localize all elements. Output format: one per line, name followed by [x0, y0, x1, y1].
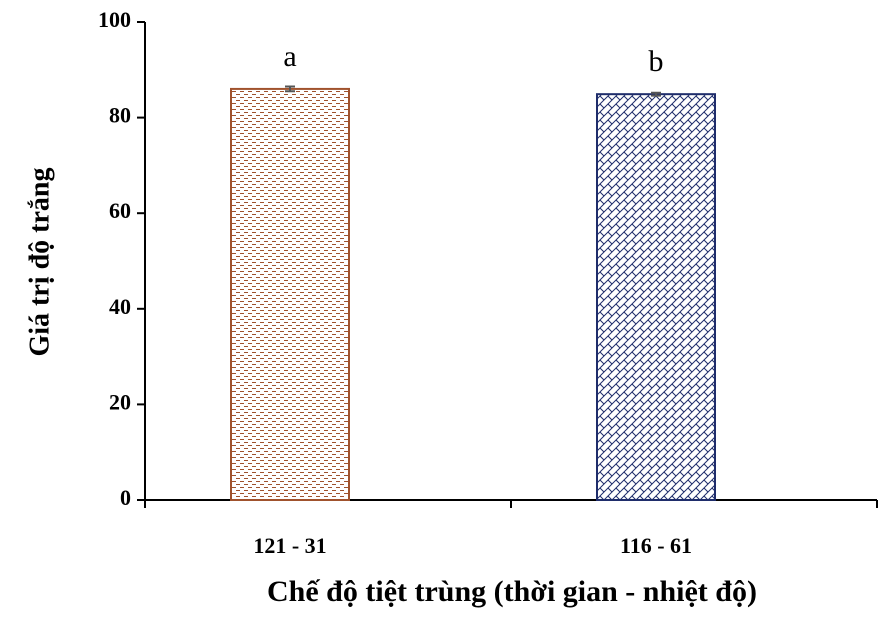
y-tick-label: 0: [120, 485, 131, 510]
y-tick-label: 40: [109, 294, 131, 319]
x-axis-title: Chế độ tiệt trùng (thời gian - nhiệt độ): [267, 575, 757, 608]
y-tick-label: 100: [98, 7, 131, 32]
significance-letter: b: [649, 45, 664, 78]
y-axis-title: Giá trị độ trắng: [24, 168, 55, 357]
error-bar: [285, 85, 295, 93]
bar: [230, 87, 350, 501]
y-tick-label: 20: [109, 389, 131, 414]
x-tick-label: 116 - 61: [620, 533, 692, 558]
y-tick-label: 80: [109, 103, 131, 128]
significance-letter: a: [283, 40, 296, 73]
x-tick-label: 121 - 31: [253, 533, 326, 558]
y-tick-label: 60: [109, 198, 131, 223]
bar: [596, 93, 716, 501]
error-bar: [651, 91, 661, 97]
